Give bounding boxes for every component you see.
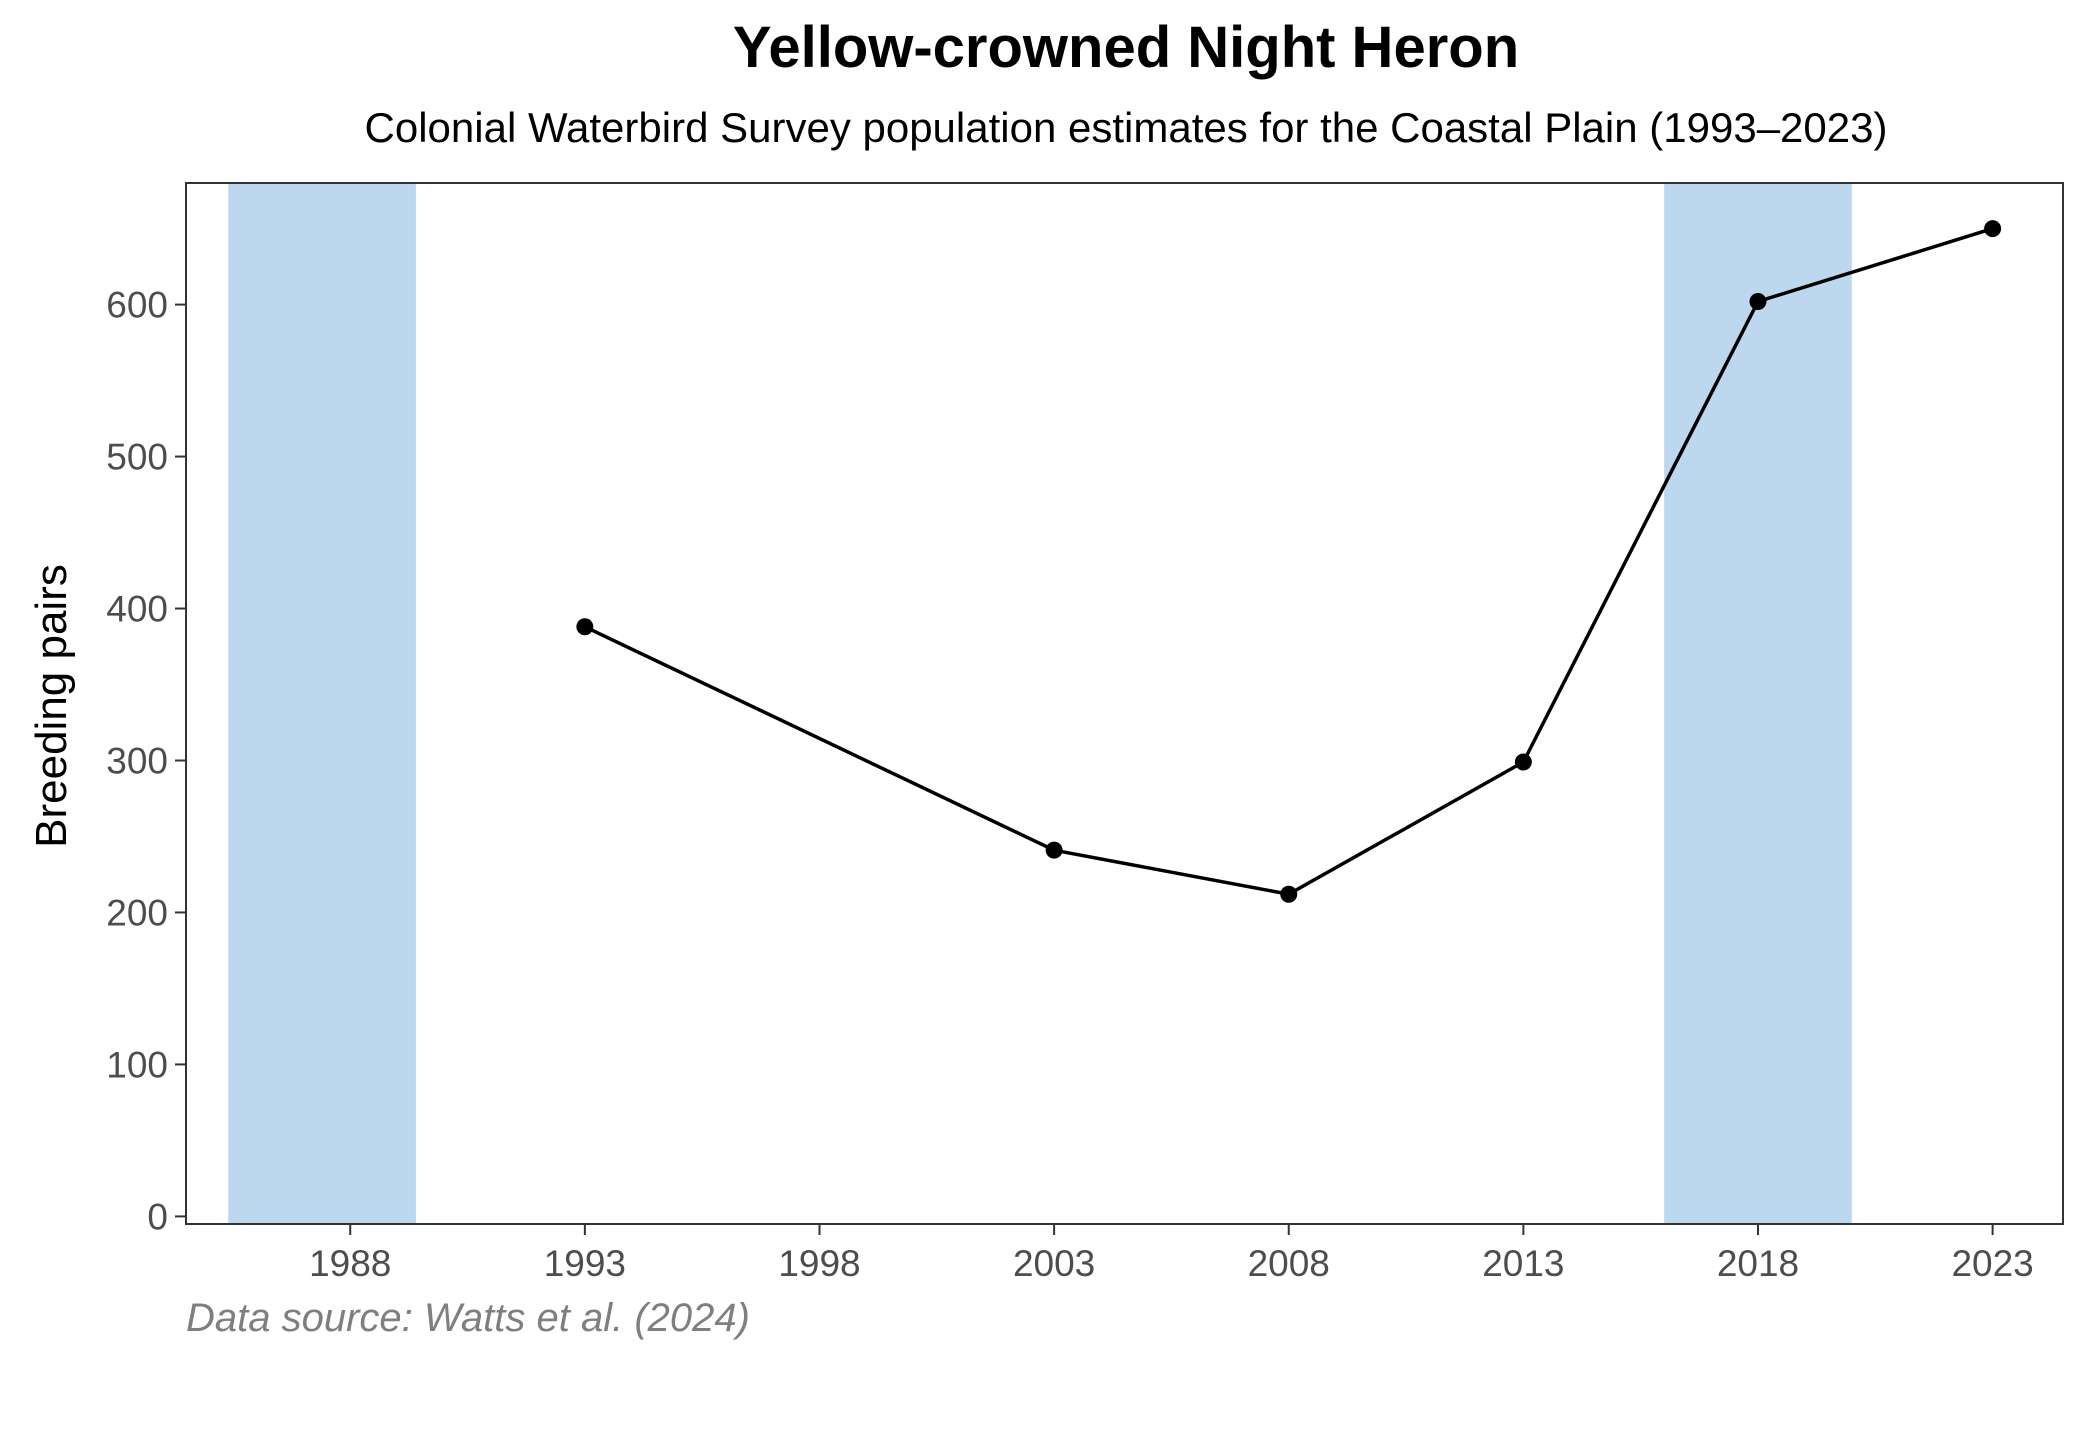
data-source-caption: Data source: Watts et al. (2024) [186, 1296, 750, 1340]
data-point-2013 [1514, 753, 1532, 771]
x-tick-label-2018: 2018 [1717, 1243, 1799, 1284]
x-tick-label-2013: 2013 [1482, 1243, 1564, 1284]
shaded-band-0 [228, 183, 416, 1224]
x-tick-label-2003: 2003 [1013, 1243, 1095, 1284]
shaded-band-1 [1664, 183, 1852, 1224]
plot-frame [185, 182, 2064, 1225]
x-tick-label-2008: 2008 [1248, 1243, 1330, 1284]
x-tick-label-2023: 2023 [1951, 1243, 2033, 1284]
data-point-2018 [1749, 293, 1767, 311]
y-tick-label-400: 400 [106, 589, 168, 630]
x-axis: 1988 1993 1998 2003 2008 2013 2018 2023 [309, 1224, 2034, 1284]
y-tick-label-600: 600 [106, 285, 168, 326]
y-tick-label-200: 200 [106, 892, 168, 933]
x-tick-label-1988: 1988 [309, 1243, 391, 1284]
series-line-layer [584, 226, 1994, 896]
series-line [584, 226, 1994, 896]
data-point-2023 [1984, 220, 2002, 238]
y-tick-label-300: 300 [106, 740, 168, 781]
data-point-1993 [576, 618, 594, 636]
data-point-2003 [1045, 841, 1063, 859]
y-tick-label-0: 0 [147, 1196, 168, 1237]
data-point-2008 [1280, 885, 1298, 903]
x-tick-label-1993: 1993 [544, 1243, 626, 1284]
y-tick-label-500: 500 [106, 437, 168, 478]
shaded-bands [228, 183, 1852, 1224]
y-axis: 0 100 200 300 400 500 600 [106, 285, 186, 1237]
chart-title: Yellow-crowned Night Heron [732, 15, 1520, 80]
x-tick-label-1998: 1998 [778, 1243, 860, 1284]
chart-subtitle: Colonial Waterbird Survey population est… [364, 104, 1888, 151]
y-axis-title: Breeding pairs [27, 564, 76, 848]
data-points [576, 220, 2002, 903]
y-tick-label-100: 100 [106, 1044, 168, 1085]
